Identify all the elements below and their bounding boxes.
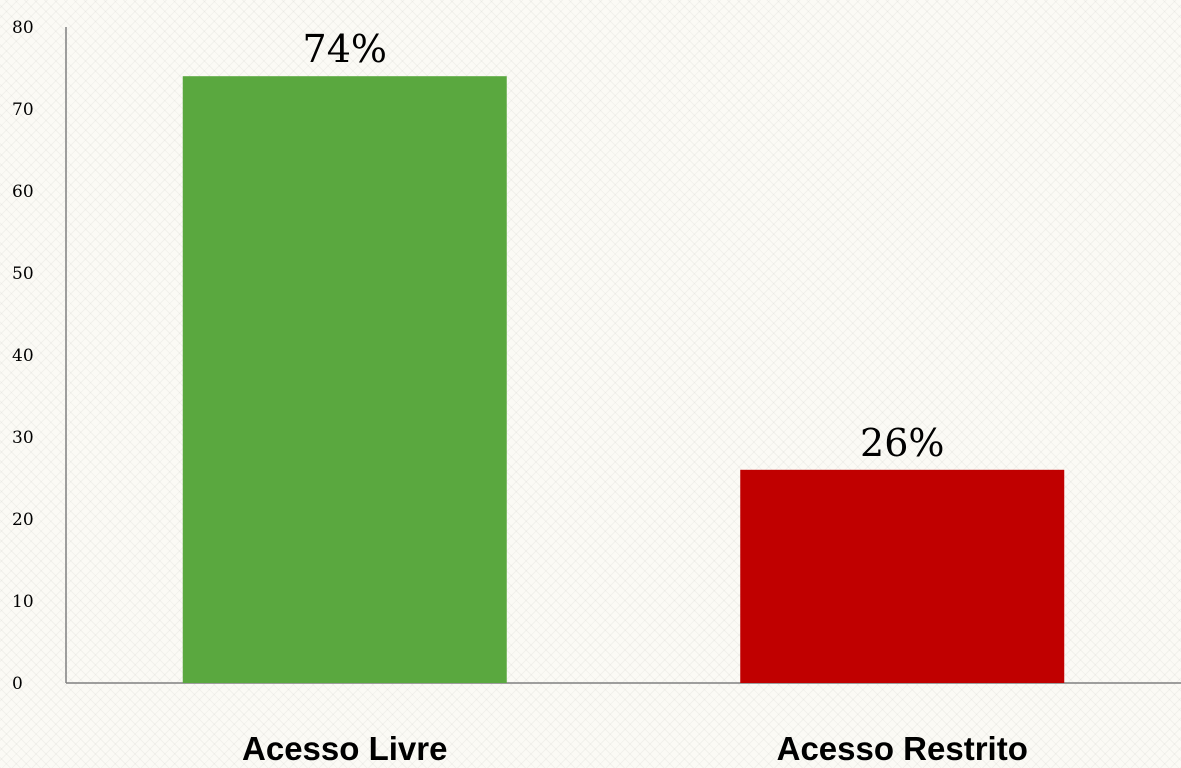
y-tick-label: 10 xyxy=(12,592,34,612)
category-labels: Acesso Livre Acesso Restrito xyxy=(242,730,1028,767)
bar-value-label: 26% xyxy=(860,421,944,465)
data-labels: 74% 26% xyxy=(303,27,945,465)
x-category-label: Acesso Restrito xyxy=(777,730,1028,767)
bar xyxy=(182,76,507,683)
bars xyxy=(182,76,1065,683)
y-tick-label: 70 xyxy=(12,100,34,120)
bar-value-label: 74% xyxy=(303,27,387,71)
bar xyxy=(740,469,1065,683)
y-tick-label: 80 xyxy=(12,18,34,38)
y-tick-label: 20 xyxy=(12,510,34,530)
y-axis-ticks: 0 10 20 30 40 50 60 70 80 xyxy=(12,18,34,694)
x-category-label: Acesso Livre xyxy=(242,730,447,767)
y-tick-label: 0 xyxy=(12,674,23,694)
y-tick-label: 50 xyxy=(12,264,34,284)
y-tick-label: 60 xyxy=(12,182,34,202)
y-tick-label: 40 xyxy=(12,346,34,366)
y-tick-label: 30 xyxy=(12,428,34,448)
